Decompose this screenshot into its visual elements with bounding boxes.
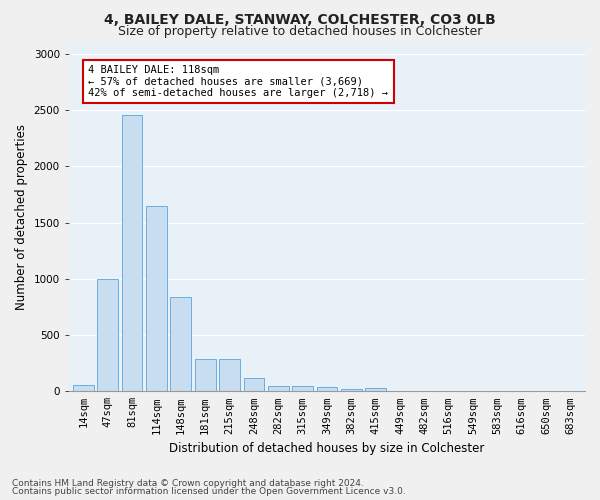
Bar — [292, 386, 313, 392]
Bar — [341, 389, 362, 392]
Text: 4 BAILEY DALE: 118sqm
← 57% of detached houses are smaller (3,669)
42% of semi-d: 4 BAILEY DALE: 118sqm ← 57% of detached … — [88, 65, 388, 98]
Bar — [317, 388, 337, 392]
Y-axis label: Number of detached properties: Number of detached properties — [15, 124, 28, 310]
Bar — [219, 358, 240, 392]
Text: Contains HM Land Registry data © Crown copyright and database right 2024.: Contains HM Land Registry data © Crown c… — [12, 478, 364, 488]
Text: Contains public sector information licensed under the Open Government Licence v3: Contains public sector information licen… — [12, 487, 406, 496]
Bar — [244, 378, 264, 392]
Bar — [195, 358, 215, 392]
X-axis label: Distribution of detached houses by size in Colchester: Distribution of detached houses by size … — [169, 442, 485, 455]
Text: 4, BAILEY DALE, STANWAY, COLCHESTER, CO3 0LB: 4, BAILEY DALE, STANWAY, COLCHESTER, CO3… — [104, 12, 496, 26]
Bar — [122, 114, 142, 392]
Text: Size of property relative to detached houses in Colchester: Size of property relative to detached ho… — [118, 25, 482, 38]
Bar — [170, 297, 191, 392]
Bar — [146, 206, 167, 392]
Bar — [73, 385, 94, 392]
Bar — [268, 386, 289, 392]
Bar — [365, 388, 386, 392]
Bar — [97, 279, 118, 392]
